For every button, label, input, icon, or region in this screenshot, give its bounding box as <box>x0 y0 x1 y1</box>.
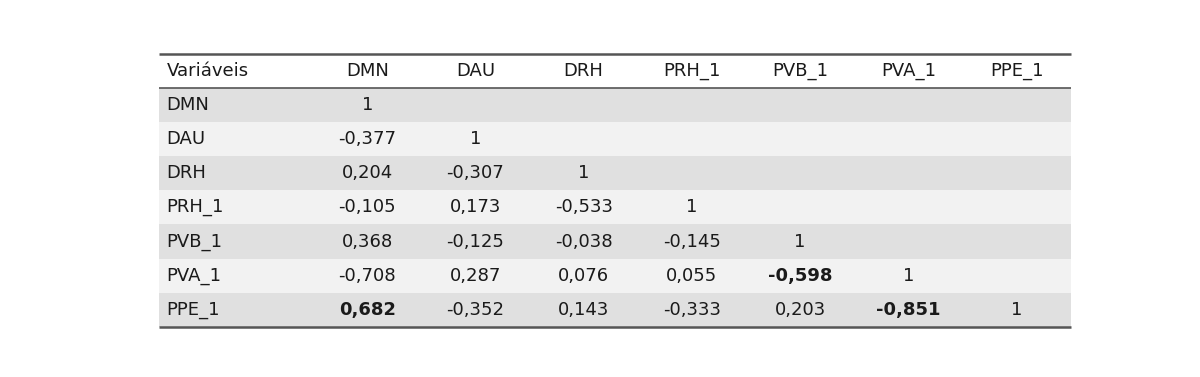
Text: PRH_1: PRH_1 <box>167 198 224 216</box>
Text: 0,203: 0,203 <box>774 301 826 319</box>
Bar <box>160 88 1070 122</box>
Text: -0,307: -0,307 <box>446 164 504 182</box>
Text: 0,055: 0,055 <box>666 267 718 285</box>
Text: -0,533: -0,533 <box>554 198 613 216</box>
Text: PPE_1: PPE_1 <box>990 62 1043 80</box>
Text: PVA_1: PVA_1 <box>881 62 936 80</box>
Text: -0,145: -0,145 <box>662 233 721 251</box>
Text: Variáveis: Variáveis <box>167 62 248 80</box>
Text: 0,204: 0,204 <box>342 164 392 182</box>
Text: PVB_1: PVB_1 <box>772 62 828 80</box>
Text: 0,287: 0,287 <box>450 267 502 285</box>
Text: -0,125: -0,125 <box>446 233 504 251</box>
Text: PVA_1: PVA_1 <box>167 267 222 285</box>
Text: DMN: DMN <box>167 96 210 114</box>
Bar <box>160 156 1070 190</box>
Bar <box>160 224 1070 259</box>
Bar <box>160 293 1070 327</box>
Text: DRH: DRH <box>167 164 206 182</box>
Text: 0,173: 0,173 <box>450 198 502 216</box>
Text: PPE_1: PPE_1 <box>167 301 221 319</box>
Text: -0,598: -0,598 <box>768 267 833 285</box>
Bar <box>160 54 1070 88</box>
Text: -0,105: -0,105 <box>338 198 396 216</box>
Text: -0,851: -0,851 <box>876 301 941 319</box>
Text: 0,076: 0,076 <box>558 267 610 285</box>
Bar <box>160 259 1070 293</box>
Text: 1: 1 <box>686 198 697 216</box>
Text: -0,708: -0,708 <box>338 267 396 285</box>
Bar <box>160 122 1070 156</box>
Text: 1: 1 <box>469 130 481 148</box>
Text: 0,368: 0,368 <box>342 233 392 251</box>
Text: DMN: DMN <box>346 62 389 80</box>
Text: 0,143: 0,143 <box>558 301 610 319</box>
Bar <box>160 190 1070 224</box>
Text: 1: 1 <box>1010 301 1022 319</box>
Text: -0,038: -0,038 <box>554 233 612 251</box>
Text: PVB_1: PVB_1 <box>167 233 223 251</box>
Text: 1: 1 <box>578 164 589 182</box>
Text: PRH_1: PRH_1 <box>664 62 720 80</box>
Text: 1: 1 <box>361 96 373 114</box>
Text: DAU: DAU <box>456 62 496 80</box>
Text: -0,333: -0,333 <box>662 301 721 319</box>
Text: DAU: DAU <box>167 130 206 148</box>
Text: 0,682: 0,682 <box>338 301 396 319</box>
Text: -0,352: -0,352 <box>446 301 504 319</box>
Text: -0,377: -0,377 <box>338 130 396 148</box>
Text: DRH: DRH <box>564 62 604 80</box>
Text: 1: 1 <box>902 267 914 285</box>
Text: 1: 1 <box>794 233 806 251</box>
